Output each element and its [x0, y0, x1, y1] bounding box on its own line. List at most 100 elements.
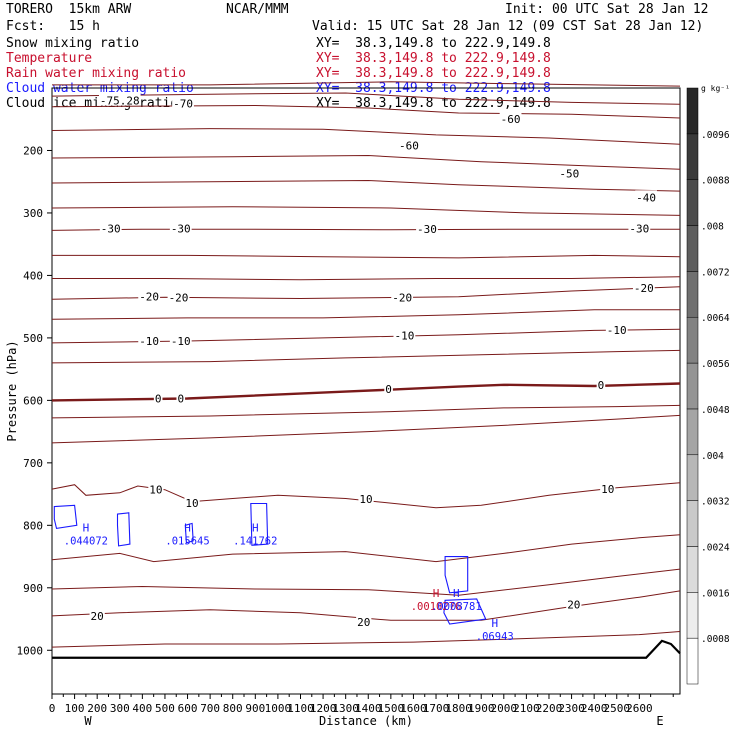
temperature-label-bg: [172, 96, 194, 109]
temperature-label: -10: [171, 335, 191, 348]
x-tick-label: 500: [155, 702, 175, 715]
colorbar-label: .0072: [701, 267, 730, 278]
temperature-label-bg: [558, 166, 581, 179]
temperature-label: 20: [567, 599, 580, 612]
temperature-label: -30: [629, 223, 649, 236]
temperature-label-bg: [358, 492, 374, 505]
y-tick-label: 300: [23, 207, 43, 220]
colorbar-segment: [686, 316, 699, 364]
temperature-label: 0: [155, 392, 162, 405]
colorbar-segment: [686, 408, 699, 456]
temperature-isotherm: [51, 206, 681, 216]
temperature-label-bg: [398, 138, 420, 151]
temperature-label: -60: [501, 113, 521, 126]
temperature-isotherm: [51, 414, 681, 444]
maximum-marker: H: [453, 587, 460, 600]
x-tick-label: 1300: [332, 702, 359, 715]
temperature-label: 10: [601, 483, 614, 496]
colorbar-label: .004: [701, 451, 724, 462]
x-tick-label: 1700: [423, 702, 450, 715]
temperature-label-bg: [89, 608, 105, 621]
temperature-label-bg: [176, 391, 186, 404]
colorbar-label: .0096: [701, 130, 730, 141]
y-tick-label: 700: [23, 457, 43, 470]
temperature-isotherm: [51, 382, 681, 402]
temperature-label-bg: [356, 615, 372, 628]
temperature-label-bg: [98, 93, 141, 106]
maximum-value: .0008781: [431, 601, 482, 613]
x-tick-label: 300: [110, 702, 130, 715]
field-snow-label: Snow mixing ratio: [6, 36, 140, 51]
x-tick-label: 2400: [581, 702, 608, 715]
temperature-label-bg: [384, 382, 393, 395]
x-tick-label: 1500: [378, 702, 405, 715]
temperature-label-bg: [167, 290, 190, 303]
x-axis-title: Distance (km): [319, 714, 413, 728]
x-tick-label: 2600: [626, 702, 653, 715]
colorbar-segment: [686, 133, 699, 180]
y-tick-label: 600: [23, 394, 43, 407]
temperature-isotherm: [51, 404, 681, 419]
y-tick-label: 500: [23, 332, 43, 345]
x-tick-label: 900: [245, 702, 265, 715]
temperature-isotherm: [51, 92, 681, 105]
temperature-isotherm: [52, 254, 681, 259]
y-tick-label: 1000: [17, 644, 44, 657]
colorbar-segment: [686, 225, 699, 272]
temperature-label-bg: [138, 334, 161, 347]
x-tick-label: 1200: [310, 702, 337, 715]
x-tick-label: 100: [65, 702, 85, 715]
temperature-label-bg: [596, 377, 606, 390]
colorbar-segment: [686, 87, 699, 135]
temperature-label: -20: [169, 291, 189, 304]
x-tick-label: 2100: [513, 702, 540, 715]
temperature-label-bg: [169, 221, 192, 234]
maximum-marker: H: [252, 522, 259, 535]
x-tick-label: 400: [132, 702, 152, 715]
x-tick-label: 2000: [491, 702, 518, 715]
temperature-label: -30: [101, 223, 121, 236]
cloud-water-contour: [443, 598, 487, 625]
temperature-label-bg: [169, 334, 192, 347]
maximum-value: .06943: [476, 631, 514, 643]
temperature-label-bg: [391, 290, 414, 303]
x-end-label-east: E: [656, 714, 663, 728]
colorbar-segment: [686, 546, 699, 593]
field-temperature-label: Temperature: [6, 51, 93, 66]
terrain-ground-line: [52, 639, 681, 659]
cloud-water-contour: [184, 522, 194, 544]
forecast-hour: Fcst: 15 h: [6, 19, 100, 34]
colorbar-segment: [686, 592, 699, 639]
temperature-isotherm: [51, 179, 681, 192]
colorbar-label: .0048: [701, 405, 730, 416]
temperature-isotherm: [51, 631, 681, 648]
temperature-label: -20: [392, 291, 412, 304]
colorbar-label: .0088: [701, 176, 730, 187]
field-temperature-xy: XY= 38.3,149.8 to 222.9,149.8: [316, 51, 551, 66]
colorbar-label: .0056: [701, 359, 730, 370]
temperature-label: -20: [634, 282, 654, 295]
temperature-label-bg: [632, 280, 655, 293]
field-cloudice-label: Cloud ice mixing ratio: [6, 96, 179, 111]
x-tick-label: 1400: [355, 702, 382, 715]
temperature-label: -30: [417, 223, 437, 236]
temperature-label: -10: [139, 335, 159, 348]
temperature-label-bg: [499, 112, 522, 125]
y-tick-label: 200: [23, 144, 43, 157]
cloud-water-contour: [116, 512, 131, 547]
y-tick-label: 800: [23, 519, 43, 532]
temperature-label: -75.28: [100, 94, 140, 107]
temperature-label-bg: [393, 328, 416, 341]
cloud-water-contour: [444, 556, 469, 594]
temperature-label: 10: [185, 497, 198, 510]
colorbar-label: .0008: [701, 634, 730, 645]
temperature-isotherm: [51, 104, 681, 119]
temperature-label: -10: [607, 324, 627, 337]
temperature-isotherm: [51, 534, 681, 563]
colorbar-segment: [686, 179, 699, 226]
temperature-label: 0: [177, 392, 184, 405]
temperature-label: 0: [598, 379, 605, 392]
x-tick-label: 0: [49, 702, 56, 715]
temperature-isotherm: [51, 128, 681, 145]
temperature-isotherm: [51, 482, 681, 509]
